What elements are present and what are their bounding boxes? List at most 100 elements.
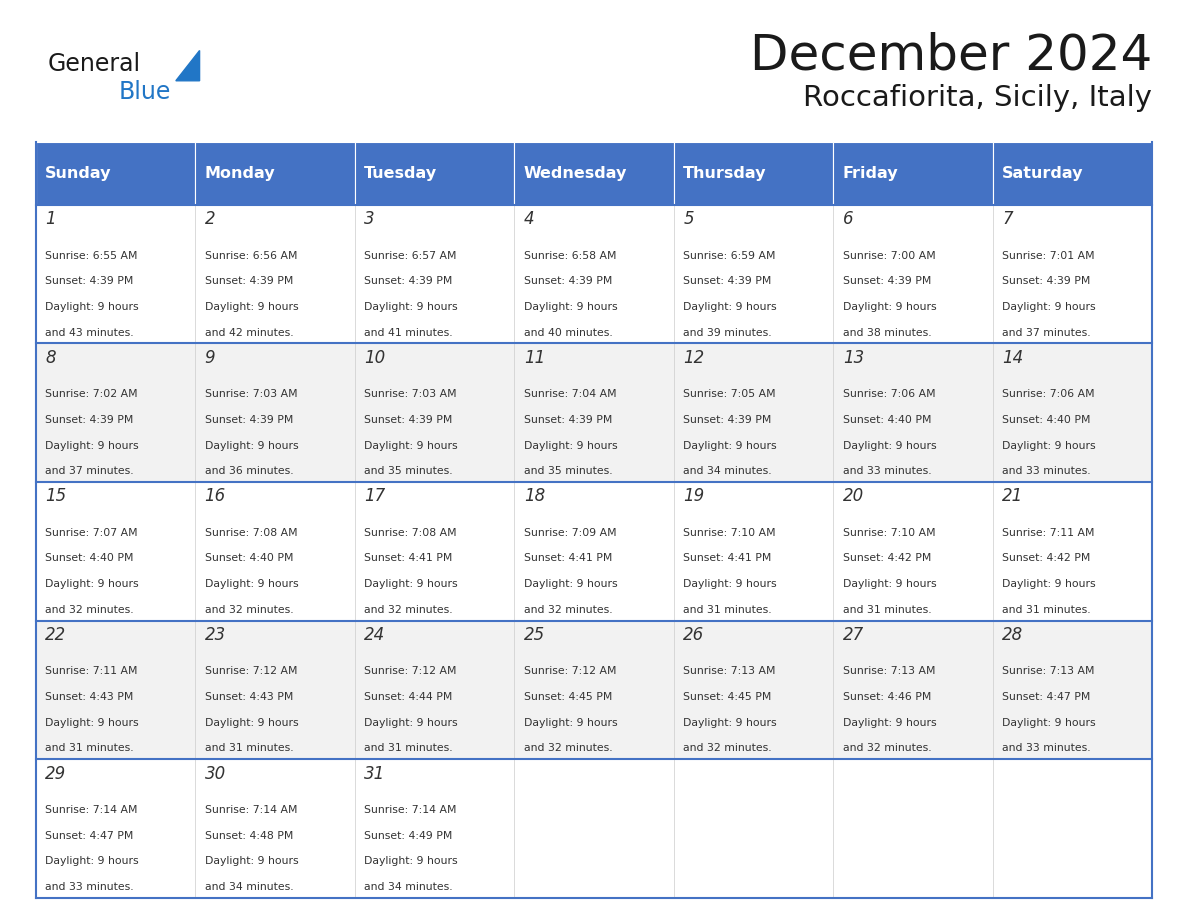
Text: Sunrise: 6:55 AM: Sunrise: 6:55 AM — [45, 251, 138, 261]
Bar — [993, 205, 1152, 343]
Text: and 41 minutes.: and 41 minutes. — [365, 328, 453, 338]
Text: 10: 10 — [365, 349, 385, 367]
Bar — [833, 759, 993, 898]
Bar — [514, 205, 674, 343]
Text: Sunset: 4:39 PM: Sunset: 4:39 PM — [204, 276, 293, 286]
Text: 20: 20 — [842, 487, 864, 506]
Text: Sunrise: 7:11 AM: Sunrise: 7:11 AM — [1003, 528, 1095, 538]
Bar — [674, 205, 833, 343]
Text: Sunset: 4:40 PM: Sunset: 4:40 PM — [1003, 415, 1091, 425]
Text: Tuesday: Tuesday — [365, 166, 437, 181]
Text: 2: 2 — [204, 210, 215, 229]
Text: Saturday: Saturday — [1003, 166, 1083, 181]
Text: Daylight: 9 hours: Daylight: 9 hours — [204, 441, 298, 451]
Bar — [195, 205, 355, 343]
Bar — [36, 482, 195, 621]
Text: Daylight: 9 hours: Daylight: 9 hours — [365, 302, 457, 312]
Text: Daylight: 9 hours: Daylight: 9 hours — [1003, 718, 1097, 728]
Text: and 31 minutes.: and 31 minutes. — [204, 744, 293, 754]
Text: Daylight: 9 hours: Daylight: 9 hours — [45, 856, 139, 867]
Bar — [195, 142, 355, 205]
Text: 22: 22 — [45, 626, 67, 644]
Text: Sunrise: 7:03 AM: Sunrise: 7:03 AM — [365, 389, 457, 399]
Text: 17: 17 — [365, 487, 385, 506]
Text: Sunrise: 7:03 AM: Sunrise: 7:03 AM — [204, 389, 297, 399]
Text: 11: 11 — [524, 349, 545, 367]
Text: Sunday: Sunday — [45, 166, 112, 181]
Text: Blue: Blue — [119, 80, 171, 104]
Text: 9: 9 — [204, 349, 215, 367]
Bar — [674, 142, 833, 205]
Text: Sunset: 4:49 PM: Sunset: 4:49 PM — [365, 831, 453, 841]
Text: and 35 minutes.: and 35 minutes. — [365, 466, 453, 476]
Text: Sunrise: 7:12 AM: Sunrise: 7:12 AM — [365, 666, 456, 677]
Text: Sunset: 4:47 PM: Sunset: 4:47 PM — [45, 831, 133, 841]
Text: Sunset: 4:44 PM: Sunset: 4:44 PM — [365, 692, 453, 702]
Text: Sunset: 4:39 PM: Sunset: 4:39 PM — [683, 415, 772, 425]
Text: 12: 12 — [683, 349, 704, 367]
Text: 1: 1 — [45, 210, 56, 229]
Bar — [514, 759, 674, 898]
Text: Sunset: 4:46 PM: Sunset: 4:46 PM — [842, 692, 931, 702]
Text: Daylight: 9 hours: Daylight: 9 hours — [683, 579, 777, 589]
Text: and 32 minutes.: and 32 minutes. — [204, 605, 293, 615]
Text: Daylight: 9 hours: Daylight: 9 hours — [524, 718, 618, 728]
Bar — [674, 343, 833, 482]
Text: and 32 minutes.: and 32 minutes. — [524, 605, 612, 615]
Text: and 31 minutes.: and 31 minutes. — [45, 744, 134, 754]
Polygon shape — [176, 50, 200, 81]
Text: and 33 minutes.: and 33 minutes. — [1003, 744, 1091, 754]
Text: Sunrise: 7:14 AM: Sunrise: 7:14 AM — [365, 805, 456, 815]
Text: Sunset: 4:39 PM: Sunset: 4:39 PM — [365, 276, 453, 286]
Text: 19: 19 — [683, 487, 704, 506]
Text: Sunrise: 7:04 AM: Sunrise: 7:04 AM — [524, 389, 617, 399]
Bar — [833, 205, 993, 343]
Text: Sunset: 4:45 PM: Sunset: 4:45 PM — [524, 692, 612, 702]
Text: Daylight: 9 hours: Daylight: 9 hours — [45, 441, 139, 451]
Bar — [36, 343, 195, 482]
Text: and 40 minutes.: and 40 minutes. — [524, 328, 613, 338]
Text: and 32 minutes.: and 32 minutes. — [524, 744, 612, 754]
Bar — [355, 343, 514, 482]
Text: Sunrise: 7:14 AM: Sunrise: 7:14 AM — [204, 805, 297, 815]
Bar — [833, 142, 993, 205]
Text: Daylight: 9 hours: Daylight: 9 hours — [683, 718, 777, 728]
Text: and 38 minutes.: and 38 minutes. — [842, 328, 931, 338]
Bar — [195, 621, 355, 759]
Text: Daylight: 9 hours: Daylight: 9 hours — [365, 856, 457, 867]
Bar — [195, 482, 355, 621]
Text: and 34 minutes.: and 34 minutes. — [204, 882, 293, 892]
Text: Sunrise: 7:05 AM: Sunrise: 7:05 AM — [683, 389, 776, 399]
Text: Roccafiorita, Sicily, Italy: Roccafiorita, Sicily, Italy — [803, 84, 1152, 112]
Text: 26: 26 — [683, 626, 704, 644]
Text: Sunset: 4:41 PM: Sunset: 4:41 PM — [524, 554, 612, 564]
Text: 29: 29 — [45, 765, 67, 783]
Text: and 32 minutes.: and 32 minutes. — [365, 605, 453, 615]
Text: 14: 14 — [1003, 349, 1024, 367]
Text: 7: 7 — [1003, 210, 1013, 229]
Text: Sunrise: 7:08 AM: Sunrise: 7:08 AM — [204, 528, 297, 538]
Bar — [993, 343, 1152, 482]
Text: and 31 minutes.: and 31 minutes. — [683, 605, 772, 615]
Text: Sunrise: 7:02 AM: Sunrise: 7:02 AM — [45, 389, 138, 399]
Text: Sunset: 4:43 PM: Sunset: 4:43 PM — [45, 692, 133, 702]
Text: Sunset: 4:39 PM: Sunset: 4:39 PM — [45, 415, 133, 425]
Text: Daylight: 9 hours: Daylight: 9 hours — [365, 579, 457, 589]
Text: and 33 minutes.: and 33 minutes. — [45, 882, 134, 892]
Text: and 33 minutes.: and 33 minutes. — [1003, 466, 1091, 476]
Text: Sunset: 4:41 PM: Sunset: 4:41 PM — [365, 554, 453, 564]
Bar — [674, 482, 833, 621]
Text: Sunset: 4:42 PM: Sunset: 4:42 PM — [1003, 554, 1091, 564]
Text: and 32 minutes.: and 32 minutes. — [842, 744, 931, 754]
Bar — [674, 759, 833, 898]
Text: Daylight: 9 hours: Daylight: 9 hours — [524, 579, 618, 589]
Text: and 35 minutes.: and 35 minutes. — [524, 466, 612, 476]
Text: Sunrise: 7:08 AM: Sunrise: 7:08 AM — [365, 528, 457, 538]
Text: Sunset: 4:41 PM: Sunset: 4:41 PM — [683, 554, 772, 564]
Text: 16: 16 — [204, 487, 226, 506]
Text: Sunset: 4:39 PM: Sunset: 4:39 PM — [365, 415, 453, 425]
Bar — [195, 343, 355, 482]
Text: Daylight: 9 hours: Daylight: 9 hours — [842, 302, 936, 312]
Bar — [355, 205, 514, 343]
Text: Sunrise: 6:59 AM: Sunrise: 6:59 AM — [683, 251, 776, 261]
